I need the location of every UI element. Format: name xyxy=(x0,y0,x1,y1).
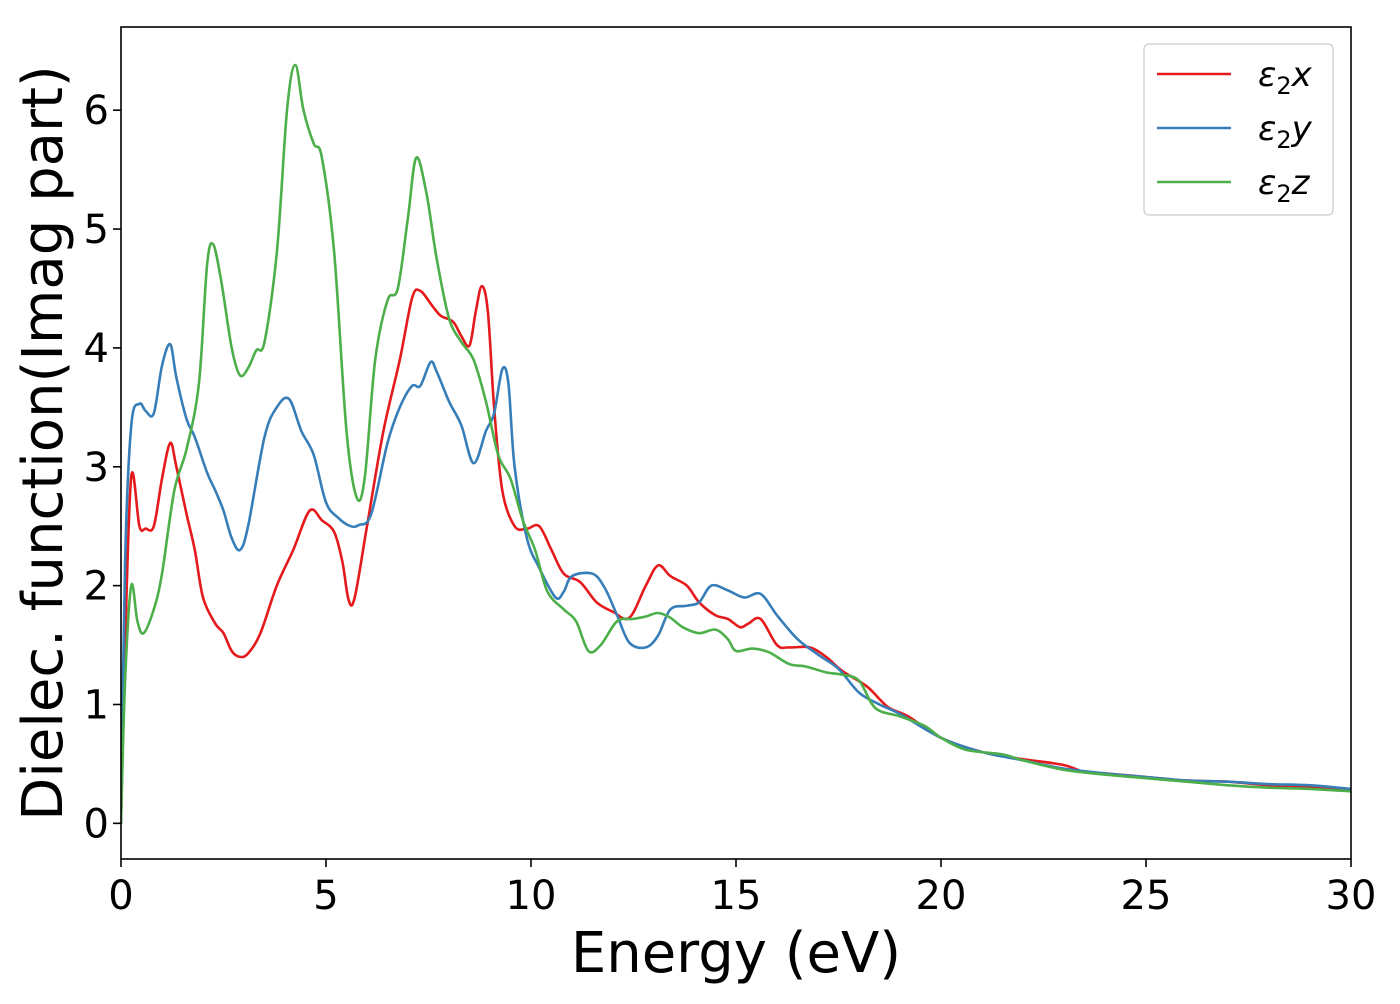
legend: ε2x ε2y ε2z xyxy=(1143,43,1334,216)
y-tick-label: 1 xyxy=(84,682,109,728)
y-tick-label: 5 xyxy=(84,207,109,253)
y-tick-label: 4 xyxy=(84,326,109,372)
y-tick-label: 3 xyxy=(84,445,109,491)
x-tick-label: 10 xyxy=(506,873,557,919)
series-curves xyxy=(121,63,1351,825)
legend-label-y: ε2y xyxy=(1258,109,1313,154)
legend-label-x: ε2x xyxy=(1258,55,1313,100)
series-line-z xyxy=(121,63,1351,825)
x-tick-label: 15 xyxy=(711,873,762,919)
y-axis-ticks: 0 1 2 3 4 5 6 xyxy=(84,88,121,847)
y-tick-label: 2 xyxy=(84,564,109,610)
x-tick-label: 0 xyxy=(108,873,133,919)
y-axis-label: Dielec. function(Imag part) xyxy=(11,65,76,821)
x-tick-label: 5 xyxy=(313,873,338,919)
series-line-x xyxy=(121,284,1351,825)
legend-frame xyxy=(1143,43,1334,216)
x-tick-label: 20 xyxy=(916,873,967,919)
x-tick-label: 25 xyxy=(1121,873,1172,919)
series-line-y xyxy=(121,342,1351,825)
y-tick-label: 0 xyxy=(84,801,109,847)
legend-items: ε2x ε2y ε2z xyxy=(1157,55,1313,208)
x-axis-ticks: 0 5 10 15 20 25 30 xyxy=(108,859,1376,919)
y-tick-label: 6 xyxy=(84,88,109,134)
x-axis-label: Energy (eV) xyxy=(571,921,901,986)
x-tick-label: 30 xyxy=(1326,873,1377,919)
legend-label-z: ε2z xyxy=(1258,163,1311,208)
